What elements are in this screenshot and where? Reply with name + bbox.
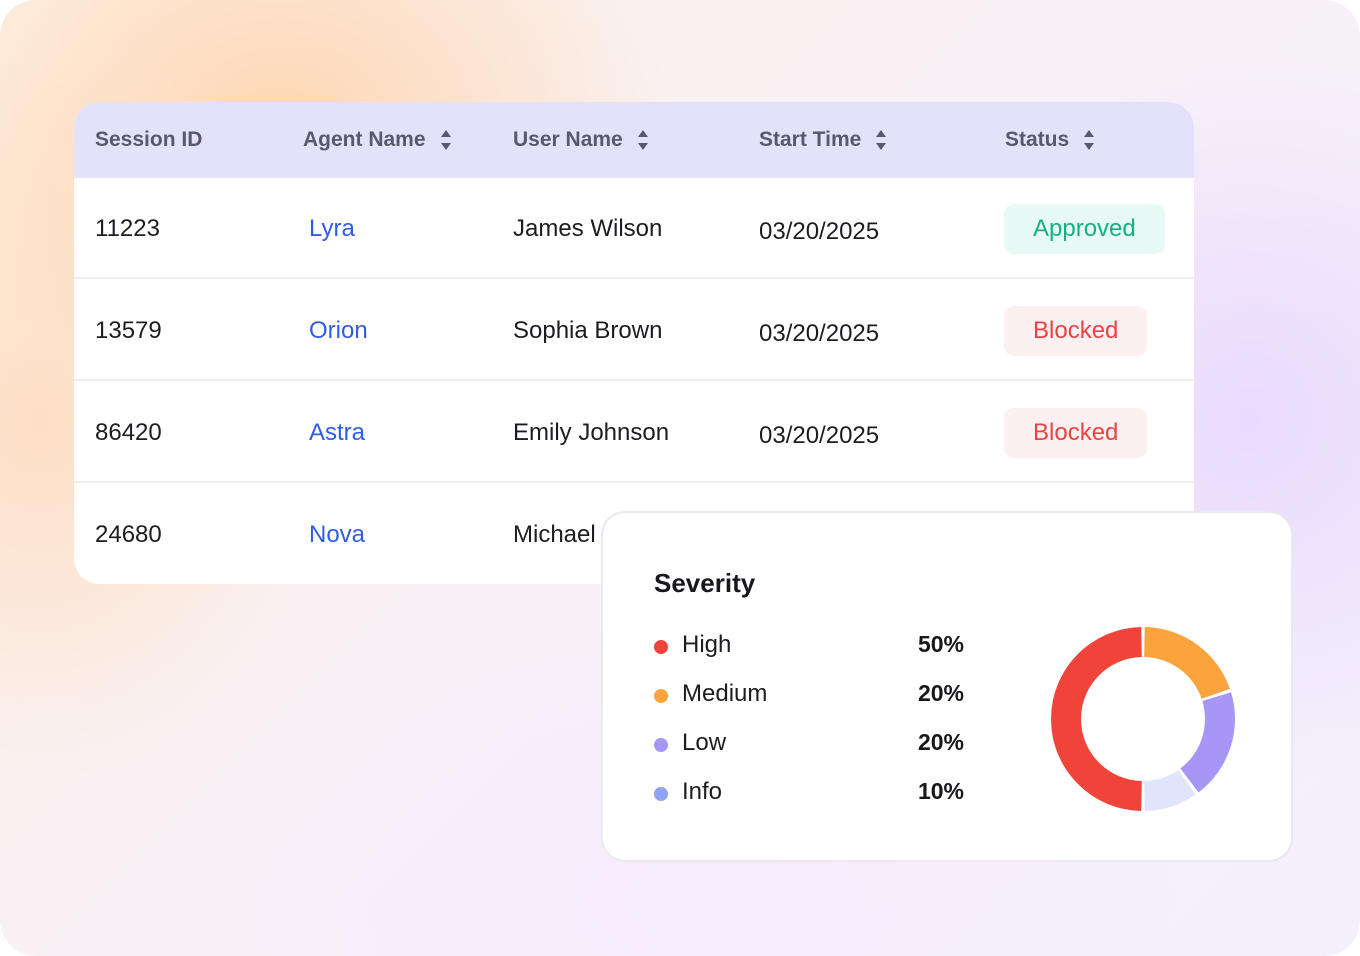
severity-title: Severity xyxy=(654,568,756,598)
legend-item-high: High 50% xyxy=(654,631,964,661)
sort-icon[interactable] xyxy=(637,129,649,151)
legend-item-info: Info 10% xyxy=(654,778,964,808)
legend-value: 20% xyxy=(917,729,964,755)
table-header: Session ID Agent Name User Name Start Ti… xyxy=(74,102,1194,178)
sessions-table: Session ID Agent Name User Name Start Ti… xyxy=(74,102,1194,584)
legend-dot xyxy=(654,738,668,752)
session-id-cell: 24680 xyxy=(95,520,162,548)
user-name-cell: Emily Johnson xyxy=(513,418,670,446)
start-time-cell: 03/20/2025 xyxy=(759,319,880,347)
agent-name-link[interactable]: Lyra xyxy=(309,214,355,242)
status-badge: Blocked xyxy=(1004,408,1148,458)
legend-item-medium: Medium 20% xyxy=(654,680,964,710)
column-label: Start Time xyxy=(759,128,862,151)
status-badge: Blocked xyxy=(1004,306,1148,356)
table-row[interactable]: 24680 Nova Michael xyxy=(74,484,1194,584)
donut-slice-info xyxy=(1144,769,1196,811)
legend-item-low: Low 20% xyxy=(654,729,964,759)
severity-donut-chart xyxy=(1050,627,1235,811)
column-header-user-name[interactable]: User Name xyxy=(513,102,649,178)
table-row[interactable]: 86420 Astra Emily Johnson 03/20/2025 Blo… xyxy=(74,382,1194,483)
legend-value: 10% xyxy=(917,778,964,804)
session-id-cell: 86420 xyxy=(95,418,162,446)
start-time-cell: 03/20/2025 xyxy=(759,421,880,449)
session-id-cell: 13579 xyxy=(95,316,162,344)
start-time-cell: 03/20/2025 xyxy=(759,217,880,245)
legend-value: 20% xyxy=(917,680,964,706)
legend-label: High xyxy=(682,631,732,658)
agent-name-link[interactable]: Orion xyxy=(309,316,368,344)
column-label: User Name xyxy=(513,128,623,151)
legend-label: Medium xyxy=(682,680,768,707)
sort-icon[interactable] xyxy=(1083,129,1095,151)
user-name-cell: James Wilson xyxy=(513,214,663,242)
table-row[interactable]: 13579 Orion Sophia Brown 03/20/2025 Bloc… xyxy=(74,280,1194,381)
sort-icon[interactable] xyxy=(440,129,452,151)
column-label: Status xyxy=(1005,128,1070,151)
user-name-cell: Michael xyxy=(513,520,596,548)
legend-dot xyxy=(654,787,668,801)
severity-card: Severity High 50% Medium 20% Low 20% Inf… xyxy=(601,511,1293,862)
column-header-session-id: Session ID xyxy=(95,102,202,178)
column-header-agent-name[interactable]: Agent Name xyxy=(303,102,452,178)
user-name-cell: Sophia Brown xyxy=(513,316,663,344)
column-label: Agent Name xyxy=(303,128,426,151)
legend-dot xyxy=(654,689,668,703)
legend-value: 50% xyxy=(917,631,964,657)
agent-name-link[interactable]: Nova xyxy=(309,520,366,548)
table-row[interactable]: 11223 Lyra James Wilson 03/20/2025 Appro… xyxy=(74,178,1194,279)
column-header-status[interactable]: Status xyxy=(1005,102,1095,178)
column-header-start-time[interactable]: Start Time xyxy=(759,102,887,178)
donut-slice-low xyxy=(1180,692,1235,793)
agent-name-link[interactable]: Astra xyxy=(309,418,366,446)
legend-dot xyxy=(654,640,668,654)
sort-icon[interactable] xyxy=(875,129,887,151)
status-badge: Approved xyxy=(1004,204,1165,254)
legend-label: Low xyxy=(682,729,727,756)
legend-label: Info xyxy=(682,778,723,805)
column-label: Session ID xyxy=(95,128,203,151)
session-id-cell: 11223 xyxy=(95,214,160,242)
donut-slice-medium xyxy=(1144,627,1230,699)
donut-slice-high xyxy=(1050,627,1142,811)
